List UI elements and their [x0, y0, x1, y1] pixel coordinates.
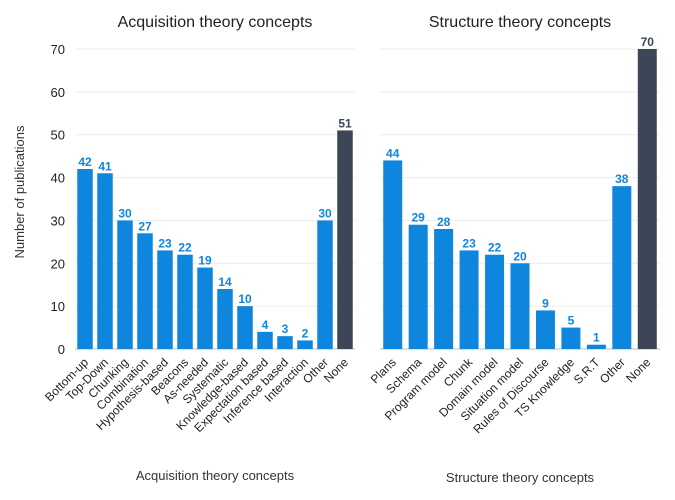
- acquisition-bar-none: [337, 130, 353, 349]
- acquisition-value-label-combination: 27: [138, 219, 152, 233]
- y-tick-label-10: 10: [51, 299, 65, 314]
- y-tick-label-30: 30: [51, 213, 65, 228]
- acquisition-bar-systematic: [217, 289, 233, 349]
- y-tick-label-60: 60: [51, 85, 65, 100]
- acquisition-value-label-other: 30: [318, 206, 332, 220]
- acquisition-value-label-systematic: 14: [218, 275, 232, 289]
- acquisition-value-label-expectation-based: 4: [262, 318, 269, 332]
- acquisition-bar-top-down: [97, 173, 113, 349]
- acquisition-value-label-inference-based: 3: [282, 322, 289, 336]
- acquisition-bar-bottom-up: [77, 169, 93, 349]
- structure-bar-other: [612, 186, 632, 349]
- acquisition-value-label-knowledge-based: 10: [238, 292, 252, 306]
- structure-bar-plans: [383, 160, 403, 349]
- acquisition-value-label-top-down: 41: [98, 159, 112, 173]
- acquisition-bar-expectation-based: [257, 331, 273, 349]
- structure-chart-title: Structure theory concepts: [429, 14, 611, 31]
- acquisition-bars: [77, 130, 353, 349]
- y-tick-label-20: 20: [51, 256, 65, 271]
- structure-x-axis-title: Structure theory concepts: [446, 470, 595, 485]
- y-tick-label-70: 70: [51, 42, 65, 57]
- structure-chart: Structure theory concepts Structure theo…: [368, 14, 660, 485]
- structure-value-label-situation-model: 20: [513, 249, 527, 263]
- acquisition-bar-other: [317, 220, 333, 349]
- acquisition-value-label-chunking: 30: [118, 206, 132, 220]
- structure-value-label-chunk: 23: [462, 236, 476, 250]
- structure-bar-domain-model: [485, 254, 505, 349]
- structure-category-label-none: None: [623, 355, 653, 385]
- structure-value-label-other: 38: [615, 172, 629, 186]
- structure-bar-ts-knowledge: [561, 327, 581, 349]
- acquisition-value-label-none: 51: [338, 116, 352, 130]
- acquisition-bar-chunking: [117, 220, 133, 349]
- acquisition-value-label-interaction: 2: [302, 326, 309, 340]
- acquisition-gridlines: [75, 48, 355, 350]
- structure-bar-rules-of-discourse: [535, 310, 555, 349]
- structure-value-label-none: 70: [641, 35, 655, 49]
- y-tick-label-0: 0: [58, 342, 65, 357]
- acquisition-bar-inference-based: [277, 336, 293, 349]
- structure-value-label-s-r-t: 1: [593, 331, 600, 345]
- acquisition-chart: Acquisition theory concepts Acquisition …: [42, 14, 355, 483]
- structure-bar-chunk: [459, 250, 479, 349]
- structure-value-label-ts-knowledge: 5: [568, 314, 575, 328]
- acquisition-bar-interaction: [297, 340, 313, 349]
- structure-value-labels: 44 29 28 23 22 20 9 5 1 38 70: [386, 35, 654, 345]
- acquisition-value-label-hypothesis-based: 23: [158, 236, 172, 250]
- acquisition-value-label-beacons: 22: [178, 241, 192, 255]
- structure-bar-program-model: [434, 229, 454, 349]
- structure-value-label-domain-model: 22: [488, 241, 502, 255]
- acquisition-bar-beacons: [177, 254, 193, 349]
- y-tick-label-40: 40: [51, 171, 65, 186]
- y-axis-title: Number of publications: [12, 125, 27, 258]
- acquisition-x-axis-title: Acquisition theory concepts: [136, 468, 295, 483]
- structure-value-label-rules-of-discourse: 9: [542, 296, 549, 310]
- acquisition-value-label-bottom-up: 42: [78, 155, 92, 169]
- acquisition-bar-combination: [137, 233, 153, 349]
- structure-bars: [383, 49, 657, 349]
- y-tick-label-50: 50: [51, 128, 65, 143]
- acquisition-chart-title: Acquisition theory concepts: [118, 14, 313, 31]
- structure-category-label-other: Other: [597, 355, 628, 386]
- acquisition-bar-hypothesis-based: [157, 250, 173, 349]
- structure-bar-situation-model: [510, 263, 530, 349]
- acquisition-value-label-as-needed: 19: [198, 254, 212, 268]
- structure-bar-schema: [408, 224, 428, 349]
- acquisition-category-labels: Bottom-upTop-DownChunkingCombinationHypo…: [42, 355, 351, 435]
- structure-bar-s-r-t: [586, 344, 606, 349]
- structure-value-label-program-model: 28: [437, 215, 451, 229]
- structure-category-label-s-r-t: S.R.T: [571, 355, 603, 387]
- structure-value-label-plans: 44: [386, 146, 400, 160]
- acquisition-value-labels: 42 41 30 27 23 22 19 14 10 4 3 2 30 51: [78, 116, 352, 340]
- structure-bar-none: [637, 49, 657, 349]
- acquisition-bar-as-needed: [197, 267, 213, 349]
- acquisition-y-ticks: 0 10 20 30 40 50 60 70: [51, 42, 65, 357]
- acquisition-bar-knowledge-based: [237, 306, 253, 349]
- structure-value-label-schema: 29: [412, 211, 426, 225]
